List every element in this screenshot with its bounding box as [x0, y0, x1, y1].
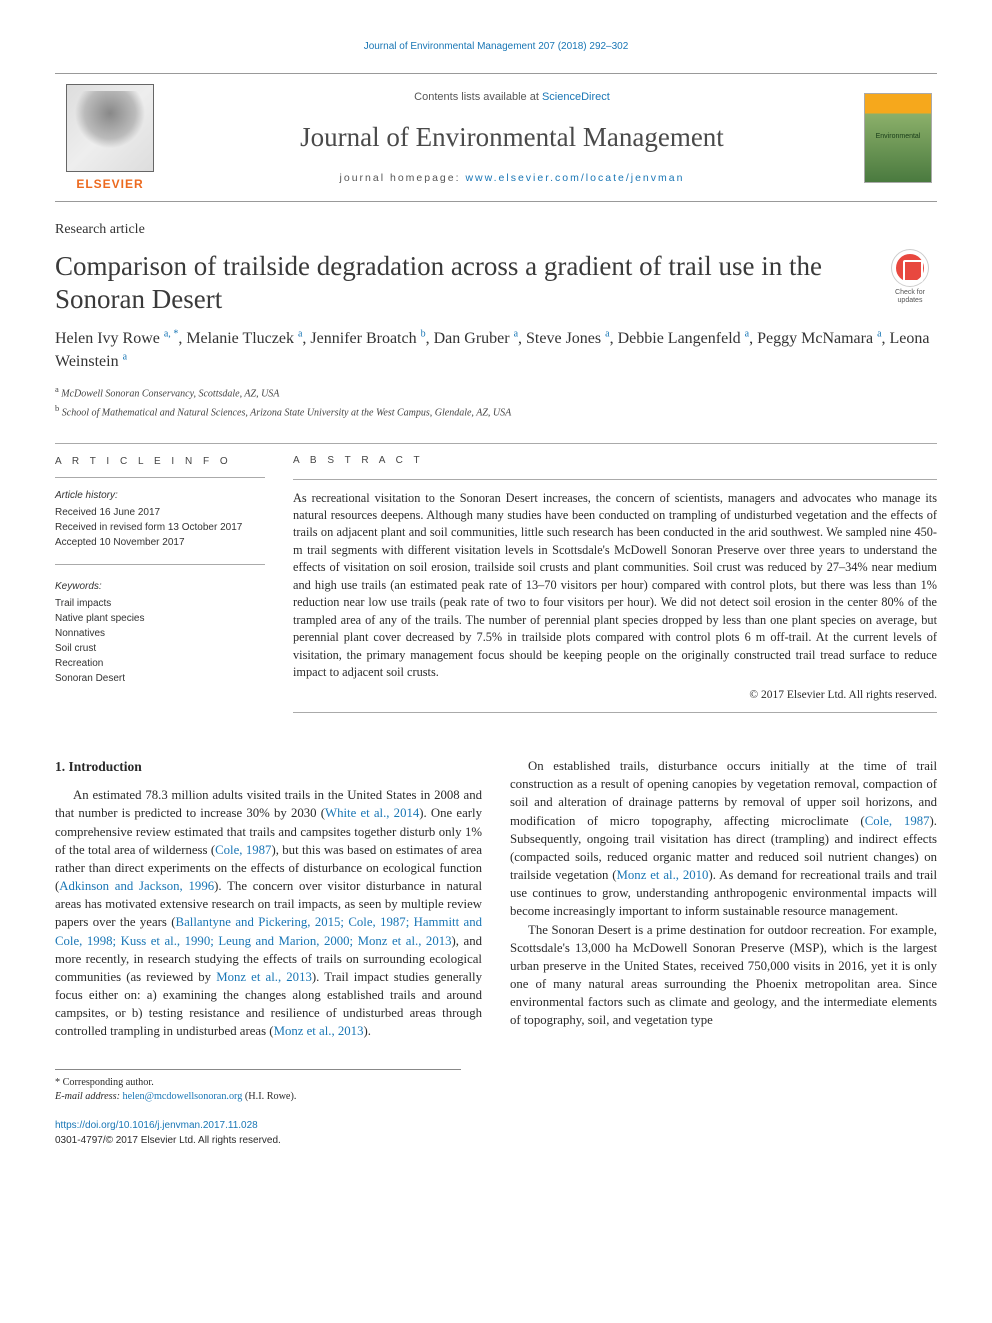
- doi-link[interactable]: https://doi.org/10.1016/j.jenvman.2017.1…: [55, 1120, 258, 1131]
- corresponding-author-footnote: * Corresponding author. E-mail address: …: [55, 1069, 461, 1106]
- body-columns: 1. Introduction An estimated 78.3 millio…: [55, 757, 937, 1040]
- abstract-bottom-rule: [293, 712, 937, 713]
- ref-cole-1987-b[interactable]: Cole, 1987: [865, 814, 930, 828]
- corresponding-email-line: E-mail address: helen@mcdowellsonoran.or…: [55, 1090, 461, 1105]
- corresponding-label: * Corresponding author.: [55, 1076, 461, 1091]
- author-1: Helen Ivy Rowe: [55, 330, 160, 347]
- email-prefix: E-mail address:: [55, 1091, 123, 1102]
- history-received: Received 16 June 2017: [55, 505, 265, 520]
- affiliations: a McDowell Sonoran Conservancy, Scottsda…: [55, 383, 937, 421]
- history-accepted: Accepted 10 November 2017: [55, 535, 265, 550]
- history-label: Article history:: [55, 488, 265, 503]
- homepage-prefix: journal homepage:: [340, 172, 466, 184]
- intro-heading: 1. Introduction: [55, 757, 482, 776]
- elsevier-wordmark: ELSEVIER: [76, 176, 143, 193]
- author-8-aff: a: [123, 352, 127, 363]
- abstract-column: A B S T R A C T As recreational visitati…: [293, 454, 937, 723]
- ref-white-2014[interactable]: White et al., 2014: [325, 806, 419, 820]
- ref-monz-2013-a[interactable]: Monz et al., 2013: [216, 970, 312, 984]
- article-title: Comparison of trailside degradation acro…: [55, 250, 871, 315]
- author-3-aff: b: [421, 329, 426, 340]
- homepage-line: journal homepage: www.elsevier.com/locat…: [173, 171, 851, 186]
- meta-abstract-row: A R T I C L E I N F O Article history: R…: [55, 454, 937, 723]
- journal-cover-thumb: [859, 84, 937, 193]
- keyword-2: Nonnatives: [55, 626, 265, 641]
- author-4-aff: a: [514, 329, 518, 340]
- keyword-0: Trail impacts: [55, 596, 265, 611]
- keyword-1: Native plant species: [55, 611, 265, 626]
- doi-block: https://doi.org/10.1016/j.jenvman.2017.1…: [55, 1119, 937, 1148]
- author-7-aff: a: [877, 329, 881, 340]
- cover-image-icon: [864, 93, 932, 183]
- author-7: Peggy McNamara: [757, 330, 873, 347]
- masthead: ELSEVIER Contents lists available at Sci…: [55, 73, 937, 202]
- author-2-aff: a: [298, 329, 302, 340]
- ref-cole-1987-a[interactable]: Cole, 1987: [215, 843, 271, 857]
- kw-rule: [55, 564, 265, 565]
- elsevier-tree-icon: [66, 84, 154, 172]
- elsevier-logo: ELSEVIER: [55, 84, 165, 193]
- contents-prefix: Contents lists available at: [414, 91, 542, 103]
- author-4: Dan Gruber: [434, 330, 510, 347]
- abstract-rule: [293, 479, 937, 480]
- keyword-3: Soil crust: [55, 641, 265, 656]
- header-citation: Journal of Environmental Management 207 …: [55, 40, 937, 55]
- ref-adkinson-1996[interactable]: Adkinson and Jackson, 1996: [59, 879, 214, 893]
- author-3: Jennifer Broatch: [310, 330, 416, 347]
- title-row: Comparison of trailside degradation acro…: [55, 250, 937, 327]
- authors-line: Helen Ivy Rowe a, *, Melanie Tluczek a, …: [55, 327, 937, 373]
- ref-monz-2013-b[interactable]: Monz et al., 2013: [274, 1024, 364, 1038]
- issn-copyright: 0301-4797/© 2017 Elsevier Ltd. All right…: [55, 1134, 937, 1149]
- masthead-center: Contents lists available at ScienceDirec…: [165, 84, 859, 193]
- author-1-corr: *: [173, 329, 178, 340]
- author-5-aff: a: [605, 329, 609, 340]
- article-info-column: A R T I C L E I N F O Article history: R…: [55, 454, 265, 723]
- article-info-heading: A R T I C L E I N F O: [55, 454, 265, 469]
- affiliation-a: a McDowell Sonoran Conservancy, Scottsda…: [55, 383, 937, 402]
- sciencedirect-link[interactable]: ScienceDirect: [542, 91, 610, 103]
- crossmark-label: Check for updates: [883, 289, 937, 304]
- crossmark-icon: [892, 250, 928, 286]
- affiliation-b: b School of Mathematical and Natural Sci…: [55, 402, 937, 421]
- author-2: Melanie Tluczek: [186, 330, 294, 347]
- abstract-heading: A B S T R A C T: [293, 454, 937, 469]
- author-1-aff: a,: [164, 329, 173, 340]
- contents-line: Contents lists available at ScienceDirec…: [173, 90, 851, 106]
- section-rule-top: [55, 443, 937, 444]
- abstract-copyright: © 2017 Elsevier Ltd. All rights reserved…: [293, 687, 937, 704]
- keywords-label: Keywords:: [55, 579, 265, 594]
- author-6: Debbie Langenfeld: [618, 330, 741, 347]
- info-rule: [55, 477, 265, 478]
- affiliation-b-text: School of Mathematical and Natural Scien…: [62, 408, 512, 419]
- abstract-text: As recreational visitation to the Sonora…: [293, 490, 937, 682]
- keyword-5: Sonoran Desert: [55, 671, 265, 686]
- intro-paragraph-3: The Sonoran Desert is a prime destinatio…: [510, 921, 937, 1030]
- author-5: Steve Jones: [526, 330, 601, 347]
- author-6-aff: a: [745, 329, 749, 340]
- keyword-4: Recreation: [55, 656, 265, 671]
- email-suffix: (H.I. Rowe).: [242, 1091, 296, 1102]
- history-revised: Received in revised form 13 October 2017: [55, 520, 265, 535]
- article-type: Research article: [55, 220, 937, 240]
- intro-paragraph-1: An estimated 78.3 million adults visited…: [55, 786, 482, 1040]
- ref-monz-2010[interactable]: Monz et al., 2010: [617, 868, 709, 882]
- p1g: ).: [363, 1024, 370, 1038]
- journal-name: Journal of Environmental Management: [173, 118, 851, 157]
- crossmark-widget[interactable]: Check for updates: [883, 250, 937, 304]
- affiliation-a-text: McDowell Sonoran Conservancy, Scottsdale…: [61, 389, 279, 400]
- intro-paragraph-2: On established trails, disturbance occur…: [510, 757, 937, 920]
- email-link[interactable]: helen@mcdowellsonoran.org: [123, 1091, 243, 1102]
- homepage-link[interactable]: www.elsevier.com/locate/jenvman: [465, 172, 684, 184]
